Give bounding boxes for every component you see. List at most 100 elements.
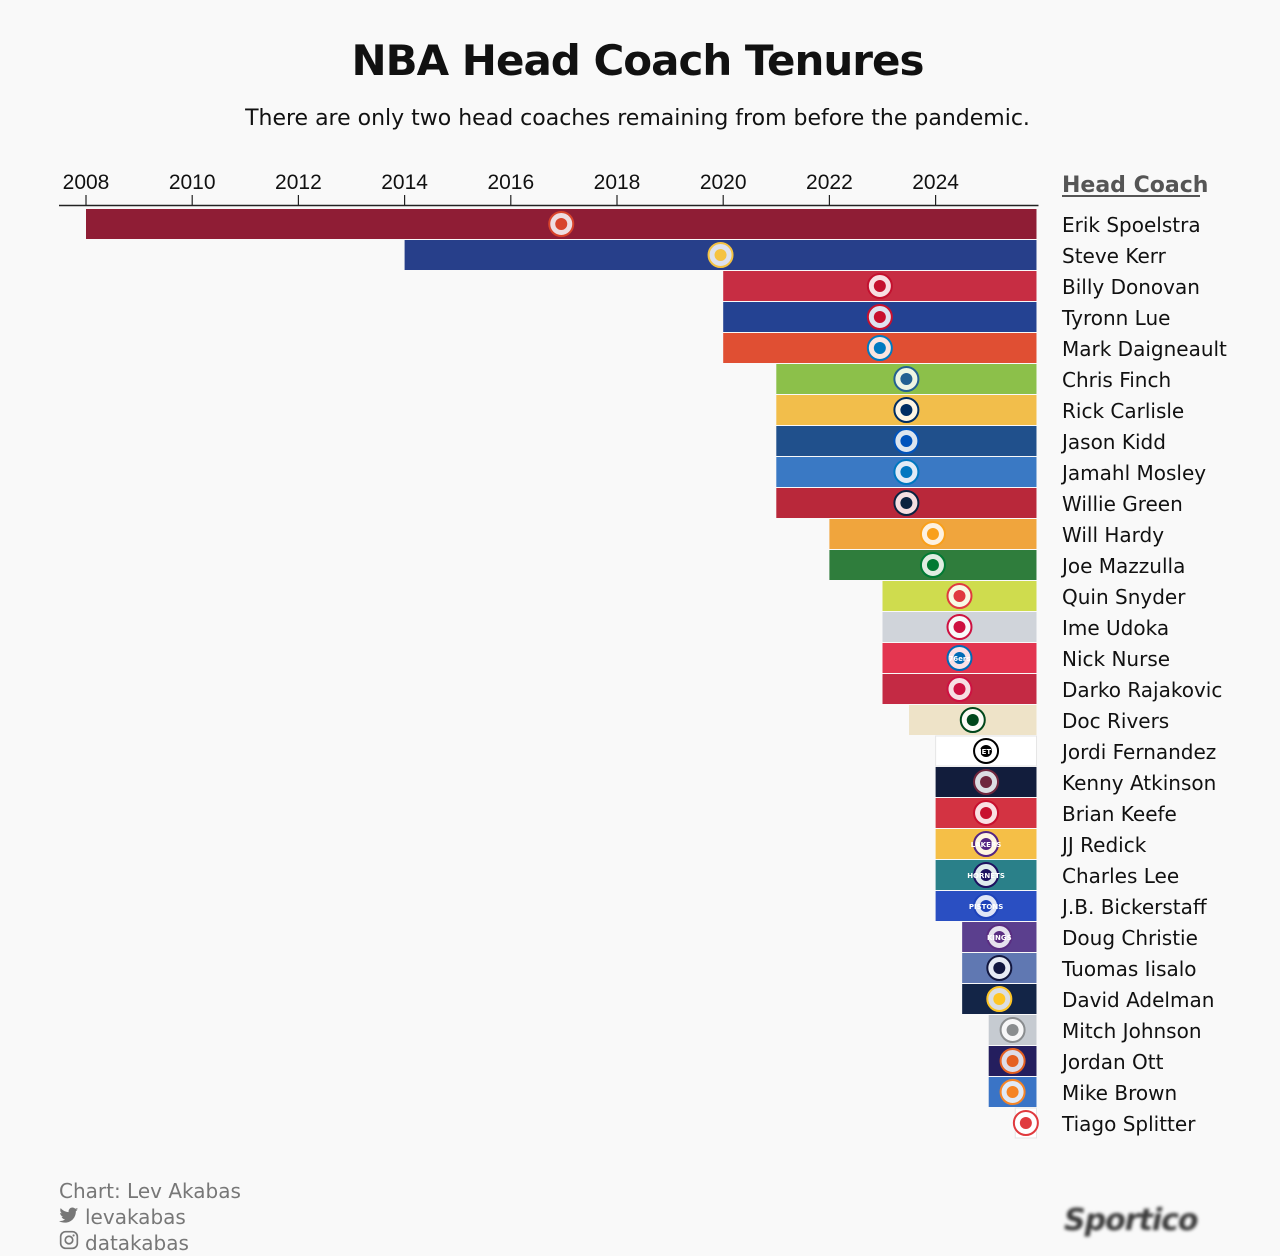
chart-title: NBA Head Coach Tenures — [351, 36, 925, 85]
coach-name-label: Brian Keefe — [1062, 802, 1177, 826]
nets-icon: NETS — [973, 738, 1000, 764]
head-coach-header: Head Coach — [1062, 173, 1208, 198]
grizzlies-icon — [986, 955, 1013, 981]
coach-name-label: David Adelman — [1062, 988, 1214, 1012]
hornets-icon: HORNETS — [967, 862, 1005, 888]
chart-subtitle: There are only two head coaches remainin… — [245, 106, 1030, 131]
bar-row — [935, 767, 1037, 797]
bucks-icon — [959, 707, 986, 733]
bar-row — [776, 395, 1037, 425]
bar-row — [723, 271, 1037, 301]
bar-row: LAKERS — [935, 829, 1037, 859]
trail-blazers-icon — [1012, 1110, 1039, 1136]
coach-name-label: Steve Kerr — [1062, 244, 1167, 268]
x-tick-label: 2018 — [594, 171, 641, 194]
bar-row — [909, 705, 1037, 735]
twitter-row[interactable]: levakabas — [59, 1204, 241, 1230]
instagram-handle: datakabas — [85, 1231, 189, 1255]
chart-credits: Chart: Lev Akabas levakabas datakabas — [59, 1178, 241, 1256]
x-tick-label: 2024 — [912, 171, 959, 194]
rockets-icon — [946, 614, 973, 640]
coach-name-label: Quin Snyder — [1062, 585, 1186, 609]
bar-row — [776, 364, 1037, 394]
bar-row: 76ers — [882, 643, 1037, 673]
credit-text: Chart: Lev Akabas — [59, 1179, 241, 1203]
bar-row — [882, 581, 1037, 611]
svg-text:HORNETS: HORNETS — [967, 872, 1005, 880]
x-tick-label: 2012 — [275, 171, 322, 194]
coach-name-label: Mitch Johnson — [1062, 1019, 1202, 1043]
coach-name-label: Rick Carlisle — [1062, 399, 1184, 423]
magic-icon — [893, 459, 920, 485]
svg-text:KINGS: KINGS — [987, 934, 1012, 942]
bar-row — [776, 426, 1037, 456]
bar-row — [988, 1077, 1037, 1107]
coach-name-label: Mark Daigneault — [1062, 337, 1227, 361]
coach-name-label: Nick Nurse — [1062, 647, 1170, 671]
x-axis: 2008 2010 2012 2014 2016 2018 2020 2022 2024 — [59, 171, 1039, 207]
clippers-icon — [866, 304, 893, 330]
coach-name-label: JJ Redick — [1060, 833, 1147, 857]
x-tick-label: 2022 — [806, 171, 853, 194]
coach-name-label: Joe Mazzulla — [1060, 554, 1185, 578]
bar-row — [776, 488, 1037, 518]
bulls-icon — [866, 273, 893, 299]
bar-row: PISTONS — [935, 891, 1037, 921]
bar-row: NETS — [935, 735, 1037, 767]
bar-row: KINGS — [962, 922, 1037, 952]
coach-name-label: Ime Udoka — [1062, 616, 1169, 640]
bar-row — [723, 302, 1037, 332]
76ers-icon: 76ers — [946, 645, 973, 671]
x-tick-label: 2008 — [63, 171, 110, 194]
bar-row — [829, 519, 1037, 549]
coach-name-label: Jason Kidd — [1060, 430, 1166, 454]
coach-name-label: Billy Donovan — [1062, 275, 1200, 299]
coach-name-label: Will Hardy — [1062, 523, 1164, 547]
coach-name-label: Doug Christie — [1062, 926, 1198, 950]
bar-row — [935, 798, 1037, 828]
tenure-bar-chart: 2008 2010 2012 2014 2016 2018 2020 2022 2024 76e… — [59, 171, 1227, 1139]
bar-row — [1012, 1107, 1039, 1139]
coach-name-label: Willie Green — [1062, 492, 1183, 516]
kings-icon: KINGS — [986, 924, 1013, 950]
coach-name-label: Tiago Splitter — [1061, 1112, 1196, 1136]
bar-row — [962, 984, 1037, 1014]
twitter-handle: levakabas — [85, 1205, 186, 1229]
coach-name-label: Tuomas Iisalo — [1061, 957, 1197, 981]
sportico-logo: Sportico — [1064, 1203, 1199, 1238]
coach-name-label: Jordan Ott — [1060, 1050, 1164, 1074]
bars-group: 76ers NETS LAKERS HORNETS PISTONS KINGS — [86, 209, 1039, 1139]
raptors-icon — [946, 676, 973, 702]
hawks-icon — [946, 583, 973, 609]
wizards-icon — [973, 800, 1000, 826]
bar-row — [86, 209, 1037, 239]
lakers-icon: LAKERS — [971, 831, 1001, 857]
x-tick-label: 2010 — [169, 171, 216, 194]
instagram-row[interactable]: datakabas — [59, 1230, 241, 1256]
coach-name-label: Charles Lee — [1062, 864, 1179, 888]
coach-name-label: Mike Brown — [1062, 1081, 1177, 1105]
coach-name-label: Tyronn Lue — [1061, 306, 1170, 330]
bar-row — [988, 1046, 1037, 1076]
pistons-icon: PISTONS — [969, 893, 1003, 919]
coach-name-label: J.B. Bickerstaff — [1060, 895, 1208, 919]
heat-icon — [548, 211, 575, 237]
bar-row — [829, 550, 1037, 580]
spurs-icon — [999, 1017, 1026, 1043]
mavericks-icon — [893, 428, 920, 454]
x-tick-label: 2020 — [700, 171, 747, 194]
coach-name-label: Jordi Fernandez — [1060, 740, 1216, 764]
coach-name-label: Jamahl Mosley — [1060, 461, 1206, 485]
twitter-icon — [59, 1204, 79, 1230]
bar-row — [882, 612, 1037, 642]
x-tick-label: 2016 — [487, 171, 534, 194]
coach-name-label: Erik Spoelstra — [1062, 213, 1201, 237]
bar-row — [723, 333, 1037, 363]
pacers-icon — [893, 397, 920, 423]
svg-text:PISTONS: PISTONS — [969, 903, 1003, 911]
bar-row: HORNETS — [935, 860, 1037, 890]
x-tick-label: 2014 — [381, 171, 428, 194]
coach-labels-group: Head Coach Erik Spoelstra Steve Kerr Billy … — [1060, 173, 1227, 1136]
bar-row — [882, 674, 1037, 704]
coach-name-label: Chris Finch — [1062, 368, 1171, 392]
